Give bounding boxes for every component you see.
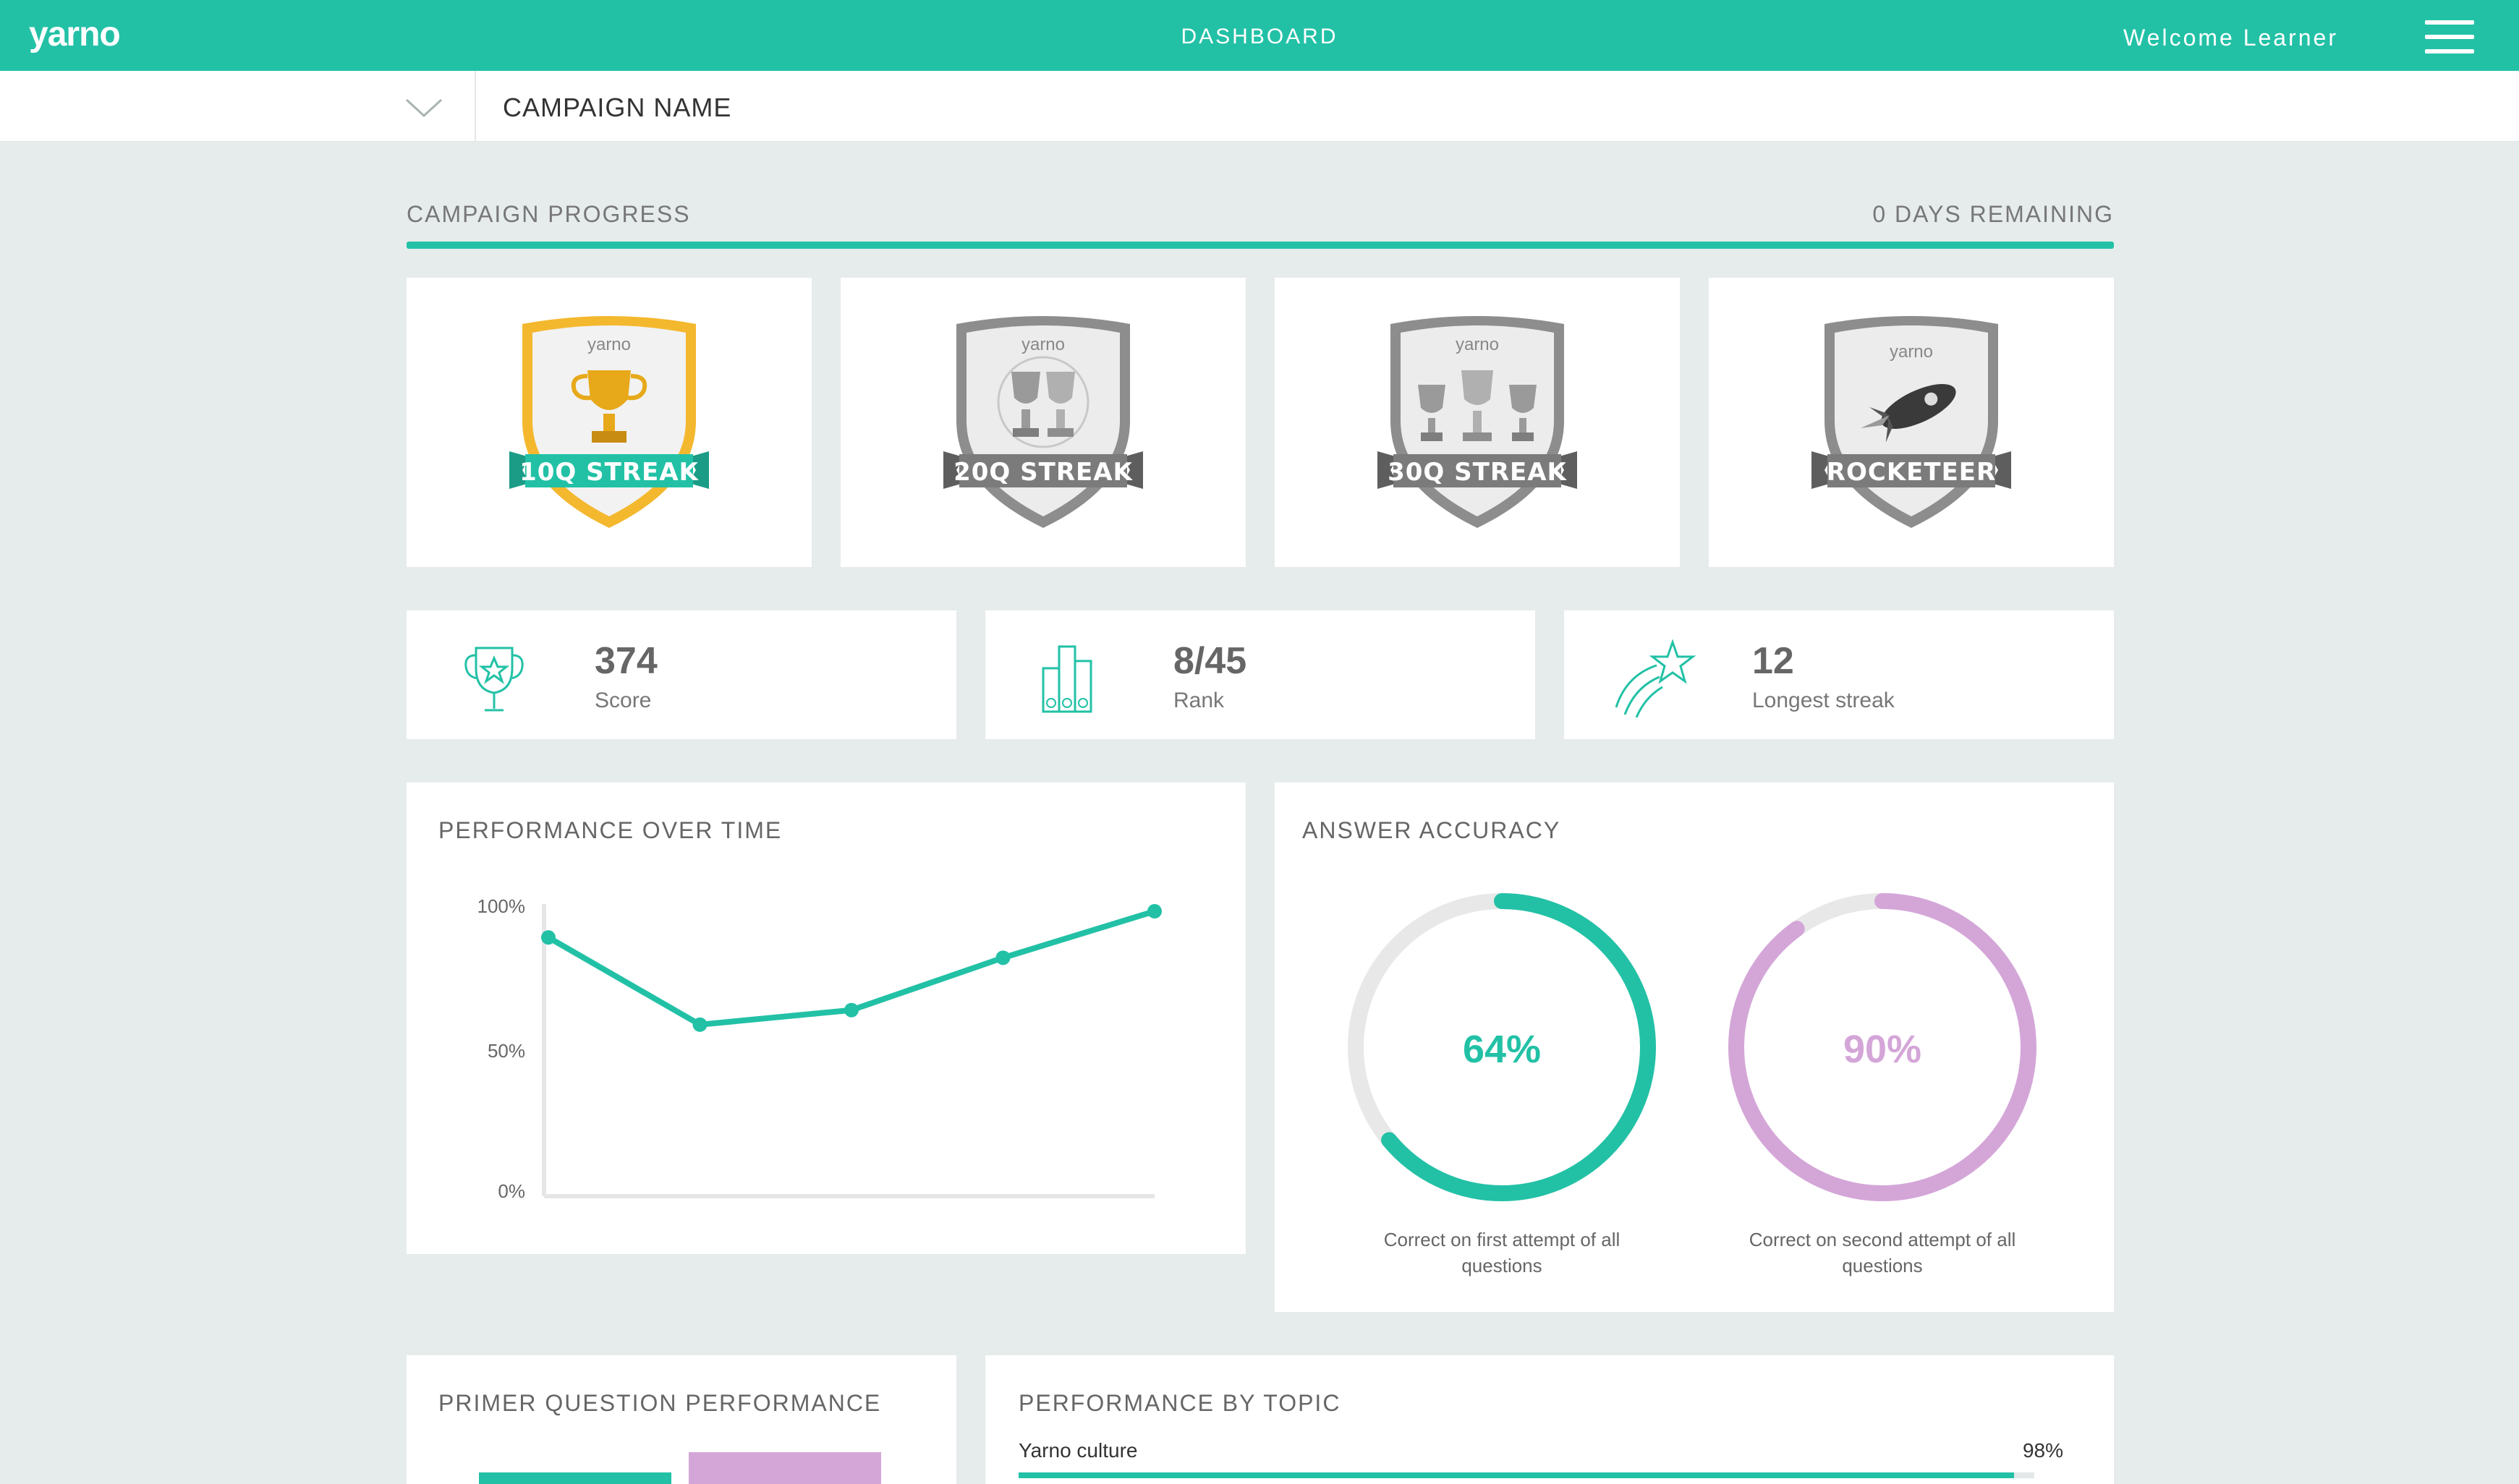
first-attempt-ring	[1348, 893, 1656, 1201]
badge-label: 30Q STREAK	[1388, 458, 1567, 487]
stat-label: Longest streak	[1752, 688, 1895, 712]
topic-progress-bar	[1019, 1472, 2034, 1478]
section-title: PRIMER QUESTION PERFORMANCE	[438, 1390, 882, 1416]
badge-card-10q-streak[interactable]: yarno 10Q STREAK	[407, 278, 812, 567]
campaign-progress-label: CAMPAIGN PROGRESS	[407, 201, 691, 227]
chevron-down-icon[interactable]	[402, 87, 446, 126]
stat-card-rank: 8/45 Rank	[985, 610, 1535, 739]
svg-text:yarno: yarno	[1890, 342, 1933, 362]
badge-label: ROCKETEER	[1827, 458, 1996, 487]
campaign-selector-bar: CAMPAIGN NAME	[0, 71, 2519, 142]
top-bar: yarno DASHBOARD Welcome Learner	[0, 0, 2519, 71]
y-tick-label: 100%	[477, 895, 526, 917]
hamburger-menu-icon[interactable]	[2425, 20, 2474, 54]
trophy-star-icon	[454, 639, 534, 722]
stat-value: 374	[595, 640, 658, 682]
shooting-star-icon	[1612, 639, 1699, 722]
second-attempt-ring	[1728, 893, 2036, 1201]
primer-question-performance-card: PRIMER QUESTION PERFORMANCE	[407, 1355, 956, 1484]
badge-card-rocketeer[interactable]: yarno ROCKETEER	[1709, 278, 2114, 567]
stat-value: 8/45	[1173, 640, 1247, 682]
topic-name: Yarno culture	[1019, 1439, 1138, 1462]
first-attempt-percent: 64%	[1462, 1028, 1542, 1071]
performance-over-time-card: PERFORMANCE OVER TIME 100% 50% 0%	[407, 782, 1246, 1254]
welcome-text: Welcome Learner	[2123, 25, 2338, 51]
section-title: PERFORMANCE BY TOPIC	[1019, 1390, 1341, 1416]
svg-text:yarno: yarno	[1021, 335, 1065, 354]
divider	[475, 71, 476, 142]
rocket-icon: yarno ROCKETEER	[1811, 316, 2011, 528]
svg-text:yarno: yarno	[587, 335, 631, 354]
badge-card-30q-streak[interactable]: yarno 30Q STREAK	[1275, 278, 1680, 567]
stat-label: Rank	[1173, 688, 1225, 712]
stat-card-score: 374 Score	[407, 610, 956, 739]
days-remaining: 0 DAYS REMAINING	[1872, 201, 2114, 227]
performance-line-chart: 100% 50% 0%	[477, 895, 1162, 1202]
stat-label: Score	[595, 688, 652, 712]
topic-progress-fill	[1019, 1472, 2014, 1478]
primer-bar-first	[479, 1472, 671, 1484]
y-tick-label: 50%	[488, 1040, 525, 1062]
data-point[interactable]	[844, 1002, 859, 1018]
yarno-logo[interactable]: yarno	[29, 15, 121, 54]
badge-label: 20Q STREAK	[953, 458, 1133, 487]
svg-text:yarno: yarno	[1456, 335, 1499, 354]
campaign-progress-bar	[407, 242, 2114, 249]
topic-percent: 98%	[2022, 1439, 2063, 1462]
podium-icon	[1033, 639, 1113, 722]
badge-label: 10Q STREAK	[519, 458, 699, 487]
data-point[interactable]	[995, 950, 1011, 965]
two-trophies-icon: yarno 20Q STREAK	[943, 316, 1143, 528]
section-title: PERFORMANCE OVER TIME	[438, 817, 783, 843]
three-trophies-icon: yarno 30Q STREAK	[1377, 316, 1577, 528]
second-attempt-label: Correct on second attempt of all questio…	[1749, 1229, 2016, 1276]
accuracy-rings	[1348, 893, 2036, 1201]
trophy-icon: yarno 10Q STREAK	[509, 316, 709, 528]
answer-accuracy-card: ANSWER ACCURACY 64% 90% Correct on first…	[1275, 782, 2114, 1312]
stat-value: 12	[1752, 640, 1794, 682]
data-point[interactable]	[692, 1017, 708, 1032]
badge-card-20q-streak[interactable]: yarno 20Q STREAK	[841, 278, 1246, 567]
second-attempt-percent: 90%	[1843, 1028, 1922, 1071]
page-title: DASHBOARD	[1181, 25, 1338, 48]
performance-by-topic-card: PERFORMANCE BY TOPIC Yarno culture 98%	[985, 1355, 2114, 1484]
primer-bar-second	[689, 1452, 881, 1484]
stat-card-longest-streak: 12 Longest streak	[1564, 610, 2114, 739]
data-point[interactable]	[1147, 904, 1162, 919]
y-tick-label: 0%	[498, 1180, 525, 1202]
data-point[interactable]	[541, 930, 556, 945]
section-title: ANSWER ACCURACY	[1302, 817, 1561, 843]
campaign-name[interactable]: CAMPAIGN NAME	[503, 93, 732, 122]
first-attempt-label: Correct on first attempt of all question…	[1383, 1229, 1620, 1276]
campaign-progress-fill	[407, 242, 2114, 249]
